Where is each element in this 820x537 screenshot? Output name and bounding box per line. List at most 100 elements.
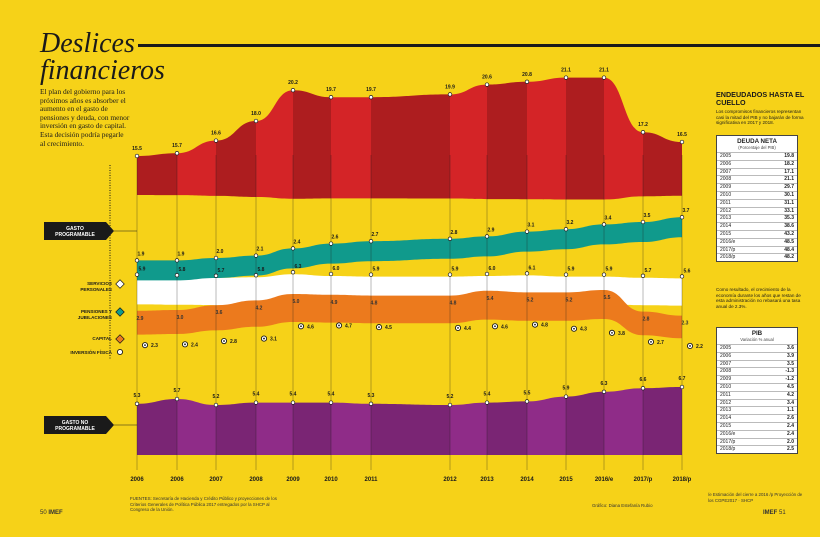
year-tick-label: 2017/p [634,477,653,483]
pensions-point [134,258,140,263]
physical-label: 4.6 [307,324,314,330]
physical-label: INVERSIÓN FÍSICA [70,348,112,355]
debt-row: 2009 29.7 [717,183,797,192]
services-label: 6.0 [333,266,340,272]
band-shade [566,77,604,200]
pensions-point [368,239,374,244]
programmable-point [368,95,374,100]
band-shade [566,387,604,455]
pib-year: 2013 [717,406,765,415]
debt-year: 2009 [717,183,763,192]
year-tick-label: 2010 [324,477,338,483]
services-label: 5.9 [139,267,146,273]
debt-value: 31.1 [763,198,797,208]
pib-year: 2005 [717,344,765,353]
graphic-credit: Gráfico: Diana Estefanía Rubio [592,503,653,508]
physical-point-core [144,344,146,347]
brand-right: IMEF [763,510,778,516]
physical-point-core [650,340,652,343]
pib-row: 2011 4.2 [717,390,797,400]
programmable-point [563,75,569,80]
debt-value: 30.1 [763,190,797,200]
pib-value: 3.9 [764,351,797,361]
pensions-label: PENSIONES Y [81,309,112,314]
pib-year: 2017/p [717,437,765,446]
pensions-marker [115,307,125,317]
pib-row: 2010 4.5 [717,382,797,392]
year-tick-label: 2007 [209,477,223,483]
programmable-point [447,92,453,97]
sidebar-title: ENDEUDADOS HASTA EL CUELLO [716,90,805,107]
pensions-label: 2.9 [488,227,495,233]
non-programmable-point [563,394,569,399]
non-programmable-point [213,402,219,408]
physical-point-core [338,324,340,327]
non-programmable-label: 5.9 [563,386,570,392]
debt-table-title: DEUDA NETA [737,138,777,145]
services-point [134,272,140,277]
debt-row: 2008 21.1 [717,175,797,184]
programmable-point [524,79,530,84]
pensions-point [290,246,296,251]
debt-value: 48.5 [763,237,797,247]
band-shade [216,395,256,455]
pensions-point [601,222,607,227]
programmable-label: 16.6 [211,131,221,137]
pib-year: 2007 [717,359,765,368]
services-label: 5.8 [258,267,265,273]
programmable-label: PROGRAMABLE [55,232,95,238]
capital-label: 4.8 [450,301,457,307]
non-programmable-point [253,400,259,405]
pib-row: 2016/e 2.4 [717,429,797,439]
pensions-label: 3.4 [605,215,612,221]
pensions-label: 3.1 [528,223,535,229]
debt-value: 21.1 [763,175,797,184]
title-rule [138,44,820,47]
pensions-point [524,229,530,234]
pib-table-subtitle: Variación % anual [740,337,774,342]
intro-text: El plan del gobierno para los próximos a… [40,87,130,148]
debt-year: 2008 [717,175,763,184]
physical-label: 4.3 [580,327,587,333]
debt-row: 2007 17.1 [717,167,797,176]
non-programmable-label: GASTO NO [62,420,89,426]
page-number-left: 50 IMEF [40,510,63,516]
physical-label: 3.8 [618,331,625,337]
capital-label: 5.4 [487,296,494,302]
physical-point-core [611,331,613,334]
pensions-label: 2.0 [217,249,224,255]
non-programmable-label: 6.3 [601,381,608,387]
non-programmable-point [484,400,490,405]
pib-value: 2.4 [764,429,797,439]
programmable-point [601,75,607,80]
band-pensions [137,217,682,281]
band-shade [293,77,331,200]
pensions-label: 3.7 [683,208,690,214]
band-capital [137,290,682,339]
debt-year: 2014 [717,222,763,231]
physical-point-core [534,323,536,326]
pensions-label: 2.4 [294,239,301,245]
pib-year: 2015 [717,421,765,431]
pib-value: 3.6 [764,344,797,353]
page-left-num: 50 [40,510,47,516]
band-shade [293,392,331,455]
pib-row: 2005 3.6 [717,344,797,353]
non-programmable-point [368,401,374,406]
pib-value: 4.5 [764,382,797,392]
non-programmable-point [524,399,530,404]
programmable-point [290,88,296,93]
pib-row: 2012 3.4 [717,398,797,407]
sidebar-note: Los compromisos financieros representan … [716,109,804,126]
pib-year: 2010 [717,382,765,392]
physical-label: 2.7 [657,340,664,346]
programmable-label: 20.6 [482,75,492,81]
physical-point-core [457,327,459,329]
programmable-point [679,139,685,145]
pib-value: 3.4 [764,398,797,407]
programmable-label: 19.7 [326,87,336,93]
programmable-label: 20.2 [288,80,298,86]
band-shade [487,77,527,200]
services-point [213,273,219,278]
